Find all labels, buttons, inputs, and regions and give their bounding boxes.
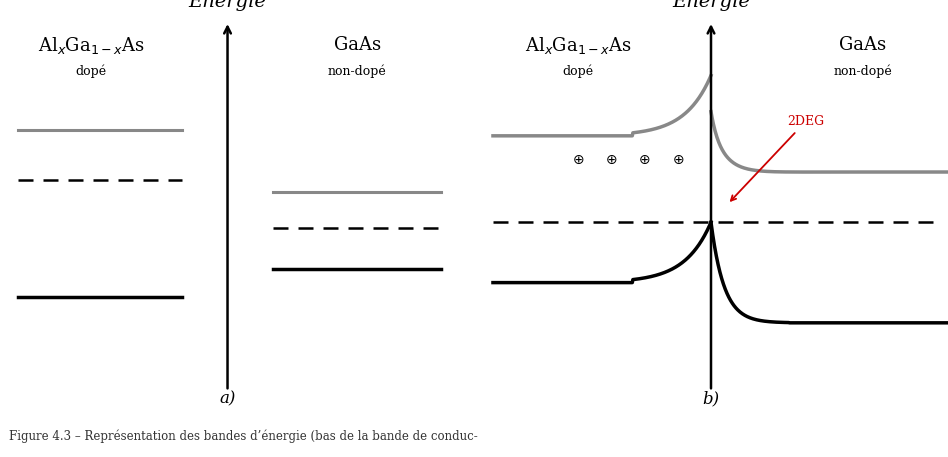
Text: $\oplus$: $\oplus$ bbox=[605, 153, 618, 167]
Text: Figure 4.3 – Représentation des bandes d’énergie (bas de la bande de conduc-: Figure 4.3 – Représentation des bandes d… bbox=[9, 430, 478, 443]
Text: $\oplus$: $\oplus$ bbox=[671, 153, 684, 167]
Text: dopé: dopé bbox=[76, 65, 106, 78]
Text: GaAs: GaAs bbox=[839, 37, 886, 54]
Text: non-dopé: non-dopé bbox=[328, 65, 387, 78]
Text: Al$_x$Ga$_{1-x}$As: Al$_x$Ga$_{1-x}$As bbox=[38, 35, 144, 56]
Text: Al$_x$Ga$_{1-x}$As: Al$_x$Ga$_{1-x}$As bbox=[525, 35, 631, 56]
Text: $\oplus$: $\oplus$ bbox=[572, 153, 585, 167]
Text: dopé: dopé bbox=[563, 65, 593, 78]
Text: a): a) bbox=[219, 390, 236, 407]
Text: b): b) bbox=[702, 390, 720, 407]
Text: Energie: Energie bbox=[672, 0, 750, 11]
Text: $\oplus$: $\oplus$ bbox=[638, 153, 651, 167]
Text: 2DEG: 2DEG bbox=[731, 115, 824, 201]
Text: GaAs: GaAs bbox=[334, 37, 381, 54]
Text: Energie: Energie bbox=[189, 0, 266, 11]
Text: non-dopé: non-dopé bbox=[833, 65, 892, 78]
